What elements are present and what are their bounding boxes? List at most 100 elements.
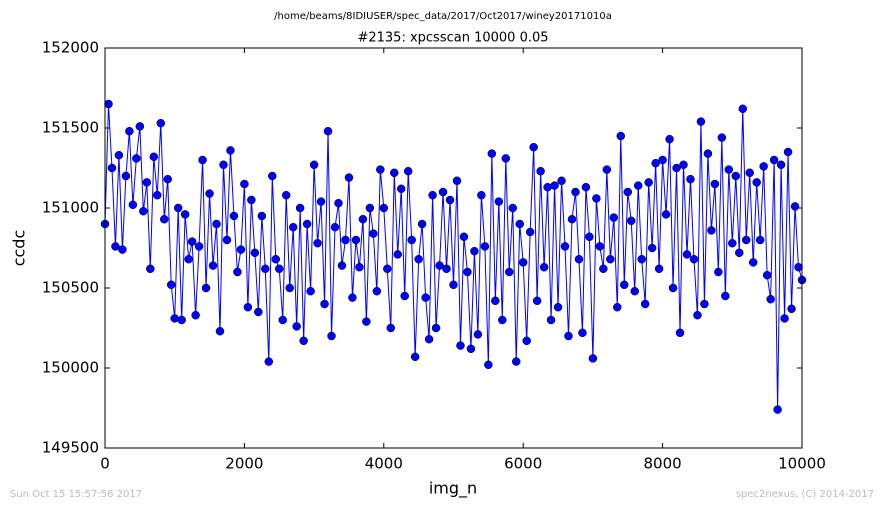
data-point: [578, 328, 587, 338]
data-point: [710, 179, 720, 189]
data-point: [306, 286, 315, 296]
data-point: [351, 235, 361, 245]
data-point: [731, 171, 741, 181]
data-point: [442, 264, 451, 274]
data-point: [766, 294, 775, 304]
data-point: [752, 178, 761, 187]
data-point: [473, 330, 483, 339]
x-axis-label: img_n: [429, 479, 477, 499]
data-point: [166, 280, 176, 290]
data-point: [675, 328, 685, 338]
data-point: [299, 336, 308, 346]
data-point: [480, 242, 490, 251]
y-tick-label: 152000: [42, 39, 99, 57]
data-point: [717, 133, 727, 142]
data-point: [463, 267, 472, 277]
data-point: [787, 304, 796, 314]
data-point: [198, 155, 207, 165]
y-tick-label: 150000: [42, 359, 99, 377]
data-point: [536, 166, 545, 176]
data-point: [139, 206, 148, 216]
data-point: [180, 210, 190, 219]
data-point: [682, 250, 692, 259]
data-point: [780, 314, 789, 323]
data-point: [755, 235, 765, 245]
data-point: [362, 317, 371, 326]
data-point: [588, 354, 598, 363]
data-point: [438, 187, 448, 197]
data-point: [762, 270, 772, 280]
data-point: [414, 254, 423, 264]
data-point: [334, 198, 343, 208]
data-point: [264, 357, 274, 366]
data-point: [372, 286, 382, 296]
data-point: [585, 232, 594, 242]
data-point: [365, 203, 375, 213]
data-point: [783, 147, 793, 157]
data-point: [163, 174, 172, 184]
data-point: [184, 254, 193, 264]
data-point: [741, 235, 751, 245]
data-point: [609, 213, 619, 222]
data-point: [316, 197, 326, 206]
data-point: [250, 248, 260, 258]
data-point: [505, 267, 514, 277]
data-point: [288, 222, 298, 232]
data-point: [668, 283, 678, 293]
data-point: [424, 334, 434, 344]
data-point: [369, 229, 378, 238]
data-point: [501, 154, 511, 163]
data-point: [529, 142, 538, 152]
data-point: [564, 331, 573, 341]
data-point: [254, 307, 263, 317]
data-point: [602, 165, 612, 174]
data-point: [494, 197, 504, 206]
data-point: [261, 264, 270, 274]
data-point: [376, 165, 385, 174]
data-point: [550, 181, 559, 190]
data-point: [379, 203, 389, 213]
y-tick-label: 150500: [42, 279, 99, 297]
data-point: [714, 267, 723, 277]
data-point: [219, 160, 228, 170]
data-point: [208, 261, 218, 270]
data-point: [417, 219, 427, 229]
data-point: [620, 280, 629, 290]
data-point: [581, 182, 591, 192]
data-point: [466, 344, 476, 354]
data-point: [773, 405, 782, 414]
data-point: [341, 235, 350, 245]
data-point: [522, 336, 531, 346]
data-point: [330, 222, 340, 232]
data-point: [313, 238, 322, 248]
data-point: [693, 310, 702, 320]
data-point: [606, 254, 615, 264]
data-point: [595, 242, 605, 251]
data-point: [567, 214, 577, 224]
x-tick-label: 2000: [225, 455, 263, 473]
data-point: [403, 166, 413, 176]
data-point: [435, 261, 444, 270]
data-point: [358, 214, 368, 224]
data-point: [728, 238, 737, 248]
data-point: [114, 150, 124, 160]
data-point: [205, 189, 214, 198]
data-point: [738, 104, 748, 114]
data-point: [616, 131, 626, 141]
data-point: [633, 181, 643, 190]
data-point: [456, 341, 465, 350]
data-point: [323, 126, 333, 136]
data-point: [637, 254, 646, 264]
data-point: [518, 258, 528, 267]
data-point: [511, 357, 521, 366]
data-point: [790, 202, 800, 211]
data-point: [132, 154, 141, 163]
data-point: [571, 187, 580, 197]
data-point: [268, 171, 277, 181]
data-point: [191, 310, 200, 320]
data-point: [292, 322, 301, 331]
y-tick-label: 149500: [42, 439, 99, 457]
data-point: [386, 323, 396, 333]
